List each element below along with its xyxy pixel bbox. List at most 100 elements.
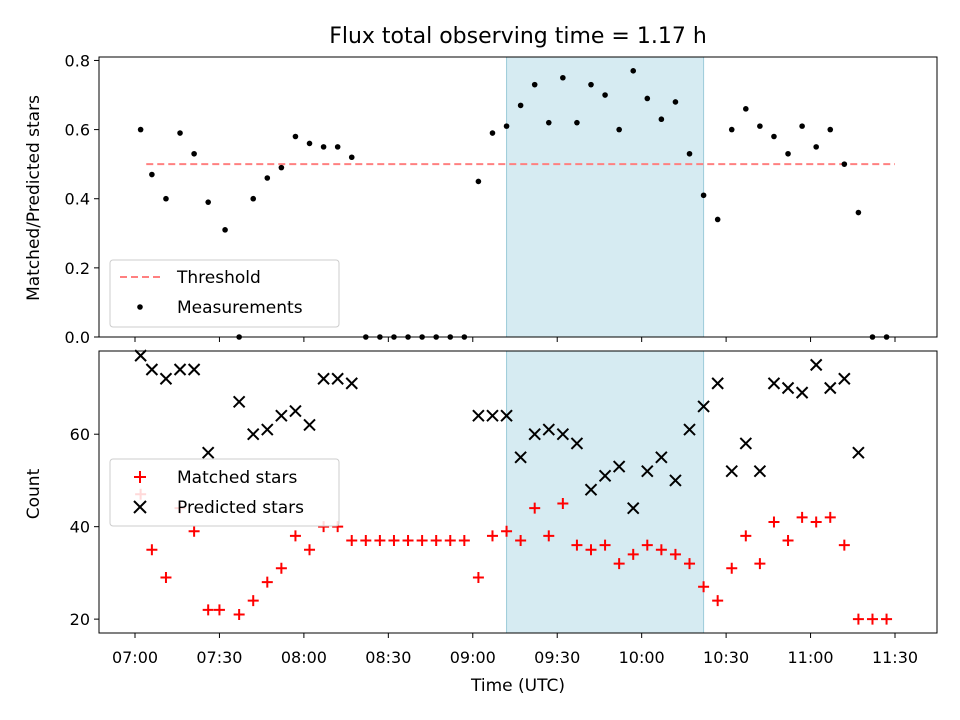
predicted-stars-point	[345, 377, 358, 390]
matched-stars-point	[275, 562, 287, 574]
x-tick-label: 09:00	[450, 648, 496, 667]
predicted-stars-point	[247, 428, 260, 441]
measurements-point	[799, 123, 805, 129]
x-tick-label: 10:30	[703, 648, 749, 667]
predicted-stars-point	[598, 469, 612, 483]
matched-stars-point	[402, 535, 414, 547]
matched-stars-point	[726, 562, 738, 574]
matched-stars-point	[304, 544, 316, 556]
matched-stars-point	[881, 613, 893, 625]
measurements-point	[757, 123, 763, 129]
measurements-point	[574, 119, 580, 126]
legend-measurements-label: Measurements	[177, 298, 303, 318]
matched-stars-point	[571, 539, 583, 551]
measurements-point	[137, 126, 144, 133]
measurements-point	[686, 150, 693, 157]
matched-stars-point	[444, 535, 456, 547]
x-tick-label: 07:00	[112, 648, 158, 667]
predicted-stars-point	[795, 386, 809, 399]
matched-stars-point	[486, 530, 498, 542]
matched-stars-point	[655, 544, 667, 556]
matched-stars-point	[233, 609, 245, 621]
matched-stars-point	[458, 535, 470, 547]
count-points	[134, 349, 893, 625]
predicted-stars-point	[542, 423, 555, 436]
measurements-point	[475, 178, 482, 185]
matched-stars-point	[289, 530, 301, 542]
predicted-stars-point	[303, 418, 316, 432]
predicted-stars-point	[838, 372, 851, 385]
predicted-stars-point	[852, 446, 865, 459]
measurements-point	[545, 119, 552, 126]
predicted-stars-point	[725, 464, 738, 478]
predicted-stars-point	[159, 372, 173, 385]
matched-stars-point	[599, 539, 611, 551]
matched-stars-point	[838, 539, 850, 551]
x-tick-label: 08:30	[365, 648, 411, 667]
matched-stars-point	[346, 535, 358, 547]
predicted-stars-point	[331, 372, 344, 385]
predicted-stars-point	[556, 428, 570, 441]
legend-threshold-label: Threshold	[176, 268, 261, 288]
measurements-point	[531, 81, 538, 88]
predicted-stars-point	[683, 423, 696, 436]
matched-stars-point	[202, 604, 214, 616]
y-tick-label: 0.4	[65, 190, 90, 209]
y-tick-label: 0.2	[65, 259, 90, 278]
legend-predicted-label: Predicted stars	[177, 498, 304, 518]
measurements-point	[163, 195, 169, 202]
predicted-stars-point	[641, 464, 654, 478]
y-tick-label: 0.6	[65, 121, 90, 140]
measurements-point	[616, 126, 622, 133]
x-tick-label: 07:30	[196, 648, 242, 667]
matched-stars-point	[824, 511, 836, 523]
matched-stars-point	[388, 535, 400, 547]
top-legend: Threshold Measurements	[109, 259, 340, 328]
x-tick-label: 11:00	[788, 648, 834, 667]
matched-stars-point	[557, 498, 569, 510]
ratio-panel: 0.0 0.2 0.4 0.6 0.8	[65, 51, 938, 347]
predicted-stars-point	[697, 400, 710, 413]
legend-matched-swatch	[134, 471, 146, 483]
matched-stars-point	[501, 525, 513, 537]
x-tick-label: 08:00	[281, 648, 327, 667]
predicted-stars-point	[739, 437, 753, 450]
matched-stars-point	[669, 548, 681, 560]
matched-stars-point	[374, 535, 386, 547]
measurements-point	[771, 133, 777, 140]
bottom-axis-ticks: 07:00 07:30 08:00 08:30 09:00 09:30 10:00 10:30…	[70, 425, 918, 667]
y-tick-label: 20	[70, 610, 90, 629]
matched-stars-point	[585, 544, 597, 556]
matched-stars-point	[852, 613, 864, 625]
matched-stars-point	[641, 539, 653, 551]
matched-stars-point	[472, 572, 484, 584]
measurements-point	[191, 150, 197, 157]
matched-stars-point	[430, 535, 442, 547]
measurements-point	[517, 102, 524, 109]
measurements-point	[700, 192, 707, 199]
measurements-point	[714, 216, 721, 223]
matched-stars-point	[712, 595, 724, 607]
predicted-stars-point	[486, 409, 499, 422]
measurements-point	[489, 130, 496, 136]
matched-stars-point	[627, 548, 639, 560]
x-axis-label: Time (UTC)	[470, 676, 565, 696]
matched-stars-point	[740, 530, 752, 542]
matched-stars-point	[754, 558, 766, 570]
predicted-stars-point	[317, 372, 330, 385]
measurements-point	[658, 116, 665, 123]
measurements-point	[320, 144, 327, 150]
predicted-stars-point	[753, 464, 767, 478]
measurements-point	[348, 154, 355, 161]
y-tick-label: 60	[70, 425, 90, 444]
x-tick-label: 10:00	[619, 648, 665, 667]
matched-stars-point	[613, 558, 625, 570]
matched-stars-point	[768, 516, 780, 528]
predicted-stars-point	[261, 423, 274, 436]
measurements-point	[813, 144, 819, 150]
measurements-point	[672, 99, 679, 105]
matched-stars-point	[796, 511, 808, 523]
measurements-point	[841, 161, 848, 167]
legend-matched-label: Matched stars	[177, 468, 297, 488]
